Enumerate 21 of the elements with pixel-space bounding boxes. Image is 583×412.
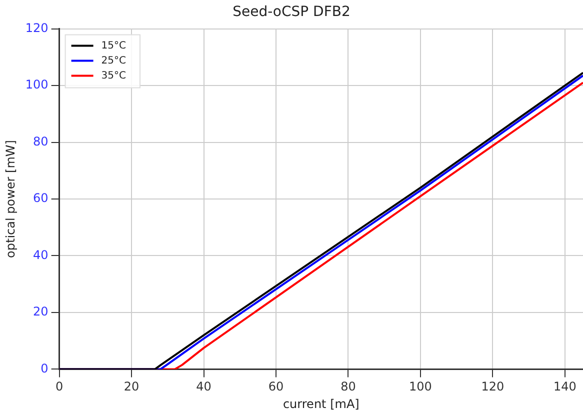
y-tick-label: 80: [33, 134, 48, 148]
x-tick-label: 120: [481, 380, 504, 394]
y-tick-label: 120: [25, 20, 48, 35]
y-tick-label: 20: [33, 304, 48, 319]
legend-label: 25°C: [101, 55, 126, 66]
x-tick-label: 20: [124, 380, 140, 394]
y-tick-label: 40: [33, 248, 48, 262]
x-tick-label: 0: [55, 380, 64, 394]
x-tick-label: 40: [196, 380, 212, 394]
x-tick-label: 80: [340, 380, 356, 394]
y-tick-label: 100: [25, 78, 48, 92]
x-tick-label: 100: [409, 380, 432, 394]
legend-label: 15°C: [101, 40, 126, 52]
x-tick-label: 140: [553, 380, 576, 394]
x-axis-title: current [mA]: [282, 396, 360, 411]
x-tick-label: 60: [268, 380, 284, 394]
chart-title: Seed-oCSP DFB2: [232, 4, 350, 20]
y-tick-label: 60: [33, 191, 48, 206]
y-axis-title: optical power [mW]: [3, 140, 18, 258]
y-tick-label: 0: [40, 361, 48, 376]
legend-label: 35°C: [101, 70, 126, 82]
